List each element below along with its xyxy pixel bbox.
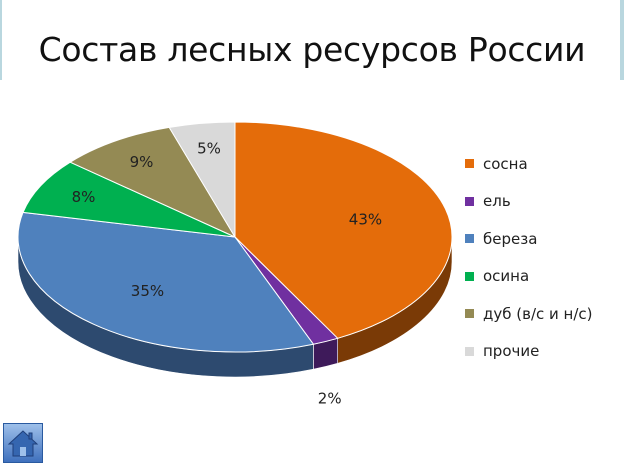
legend-swatch-5 [465,346,474,356]
legend-label-5: прочие [483,342,540,361]
pie-slice-0 [234,121,453,339]
left-accent-bar [0,0,2,80]
data-label-4: 9% [130,153,154,171]
legend-label-3: осина [483,267,530,286]
chart-legend: сосна ель береза осина дуб (в/с и н/с) прочие [465,145,593,370]
legend-swatch-3 [465,271,474,281]
legend-label-4: дуб (в/с и н/с) [483,304,593,323]
legend-item-1: ель [465,183,593,221]
right-accent-bar [620,0,624,80]
data-label-0: 43% [349,211,382,229]
pie-slice-4 [69,126,237,239]
legend-item-5: прочие [465,333,593,371]
pie-slice-3 [22,161,236,238]
legend-label-2: береза [483,229,538,248]
legend-item-0: сосна [465,145,593,183]
legend-item-3: осина [465,258,593,296]
legend-label-1: ель [483,192,511,211]
legend-label-0: сосна [483,154,528,173]
legend-swatch-4 [465,309,474,319]
legend-item-4: дуб (в/с и н/с) [465,295,593,333]
pie-slice-2 [17,211,315,353]
pie-slice-5 [168,121,236,239]
data-label-3: 8% [72,188,96,206]
data-label-1: 2% [318,389,342,407]
data-label-5: 5% [197,139,221,157]
legend-swatch-0 [465,159,474,169]
legend-swatch-1 [465,196,474,206]
legend-swatch-2 [465,234,474,244]
data-label-2: 35% [131,282,164,300]
home-button[interactable] [3,423,43,463]
legend-item-2: береза [465,220,593,258]
home-icon [7,430,39,457]
slide-title: Состав лесных ресурсов России [38,30,586,69]
